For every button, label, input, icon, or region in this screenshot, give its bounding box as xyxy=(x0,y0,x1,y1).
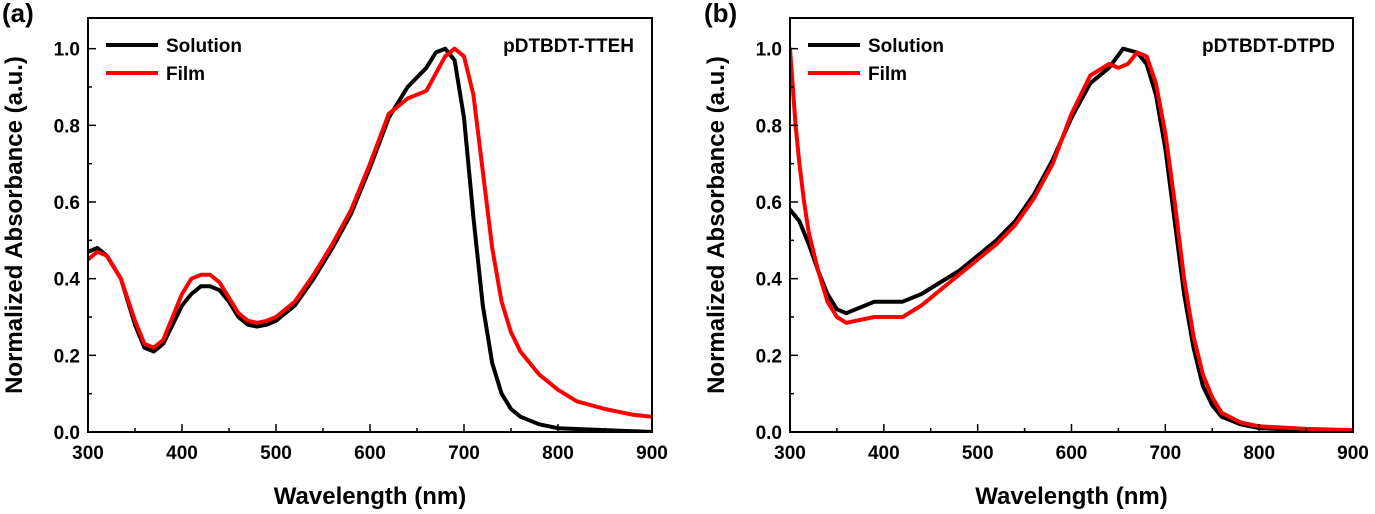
y-tick-label: 1.0 xyxy=(54,40,80,61)
x-tick-label: 800 xyxy=(542,443,574,464)
y-tick-label: 0.0 xyxy=(54,423,80,444)
x-tick-label: 800 xyxy=(1243,443,1275,464)
chart-panel-a: (a) 300 400 500 600 700 800 900 0.0 0.2 0.4 0.6 0.8 1… xyxy=(1,0,668,510)
y-tick-label: 0.4 xyxy=(756,270,783,291)
series-group xyxy=(88,46,652,432)
absorbance-chart-a: (a) 300 400 500 600 700 800 900 0.0 0.2 0.4 0.6 0.8 1… xyxy=(1,0,668,510)
x-tick-label: 500 xyxy=(260,443,292,464)
x-tick-label: 400 xyxy=(166,443,198,464)
x-tick-label: 700 xyxy=(448,443,480,464)
y-axis-title: Normalized Absorbance (a.u.) xyxy=(703,56,730,394)
x-tick-label: 700 xyxy=(1149,443,1181,464)
x-tick-label: 500 xyxy=(962,443,994,464)
y-tick-label: 0.8 xyxy=(756,116,782,137)
x-tick-label: 300 xyxy=(774,443,806,464)
y-axis-title: Normalized Absorbance (a.u.) xyxy=(1,56,28,394)
legend-label-solution: Solution xyxy=(166,36,242,57)
x-tick-label: 400 xyxy=(868,443,900,464)
x-tick-label: 600 xyxy=(354,443,386,464)
y-tick-label: 0.4 xyxy=(54,270,81,291)
x-axis-title: Wavelength (nm) xyxy=(274,483,466,510)
y-tick-label: 0.6 xyxy=(54,193,80,214)
legend-label-solution: Solution xyxy=(868,36,944,57)
series-group xyxy=(790,46,1353,432)
absorbance-chart-b: (b) 300 400 500 600 700 800 900 0.0 0.2 0.4 0.6 0.8 1… xyxy=(703,0,1369,510)
chart-panel-b: (b) 300 400 500 600 700 800 900 0.0 0.2 0.4 0.6 0.8 1… xyxy=(688,0,1375,514)
x-tick-label: 900 xyxy=(1337,443,1369,464)
series-line-solution xyxy=(88,46,652,432)
x-axis-title: Wavelength (nm) xyxy=(975,483,1167,510)
y-tick-label: 0.2 xyxy=(756,346,782,367)
legend-label-film: Film xyxy=(166,64,205,85)
series-line-solution xyxy=(790,46,1353,432)
series-line-film xyxy=(88,46,652,419)
legend-label-film: Film xyxy=(868,64,907,85)
x-tick-label: 600 xyxy=(1056,443,1088,464)
y-tick-label: 0.6 xyxy=(756,193,782,214)
y-tick-label: 0.2 xyxy=(54,346,80,367)
y-tick-label: 1.0 xyxy=(756,40,782,61)
panel-label: (b) xyxy=(704,0,737,28)
series-line-film xyxy=(790,46,1353,432)
x-tick-label: 900 xyxy=(636,443,668,464)
y-tick-label: 0.0 xyxy=(756,423,782,444)
y-tick-label: 0.8 xyxy=(54,116,80,137)
chart-title: pDTBDT-TTEH xyxy=(503,36,634,57)
chart-title: pDTBDT-DTPD xyxy=(1202,36,1335,57)
x-tick-label: 300 xyxy=(72,443,104,464)
panel-label: (a) xyxy=(2,0,34,28)
